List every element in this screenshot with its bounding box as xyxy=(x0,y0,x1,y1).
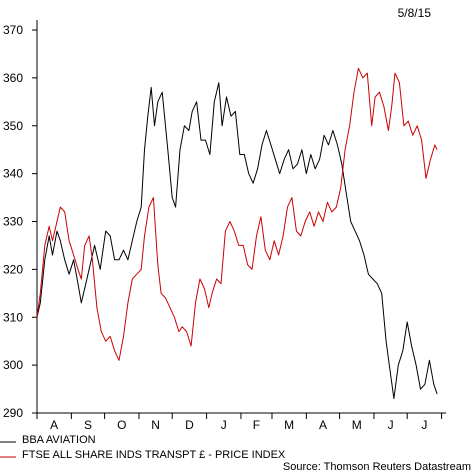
date-label: 5/8/15 xyxy=(398,6,432,20)
x-tick-label: D xyxy=(185,418,194,432)
legend-label-ftse: FTSE ALL SHARE INDS TRANSPT £ - PRICE IN… xyxy=(22,449,286,461)
x-tick-label: M xyxy=(284,418,294,432)
x-tick-label: J xyxy=(221,418,227,432)
series-line-bba-aviation xyxy=(36,82,438,400)
y-tick-label: 330 xyxy=(3,215,23,229)
series-line-ftse-transport xyxy=(36,67,438,361)
x-tick-label: J xyxy=(388,418,394,432)
legend: BBA AVIATION FTSE ALL SHARE INDS TRANSPT… xyxy=(0,434,286,461)
x-tick-label: S xyxy=(84,418,92,432)
x-tick-label: M xyxy=(352,418,362,432)
x-tick-label: N xyxy=(151,418,160,432)
axes: 290 300 310 320 330 340 350 360 370 A S O N D J F M A M J J xyxy=(3,20,446,432)
y-tick-label: 340 xyxy=(3,167,23,181)
y-tick-label: 370 xyxy=(3,23,23,37)
y-tick-label: 360 xyxy=(3,71,23,85)
x-tick-label: A xyxy=(319,418,327,432)
x-tick-label: F xyxy=(253,418,260,432)
y-tick-label: 300 xyxy=(3,358,23,372)
source-label: Source: Thomson Reuters Datastream xyxy=(283,461,471,473)
y-tick-label: 350 xyxy=(3,119,23,133)
legend-label-bba: BBA AVIATION xyxy=(22,434,96,446)
y-tick-label: 320 xyxy=(3,262,23,276)
series-lines xyxy=(36,67,438,400)
x-tick-label: A xyxy=(50,418,58,432)
y-tick-label: 290 xyxy=(3,406,23,420)
x-tick-label: O xyxy=(117,418,126,432)
y-tick-label: 310 xyxy=(3,310,23,324)
x-tick-label: J xyxy=(421,418,427,432)
